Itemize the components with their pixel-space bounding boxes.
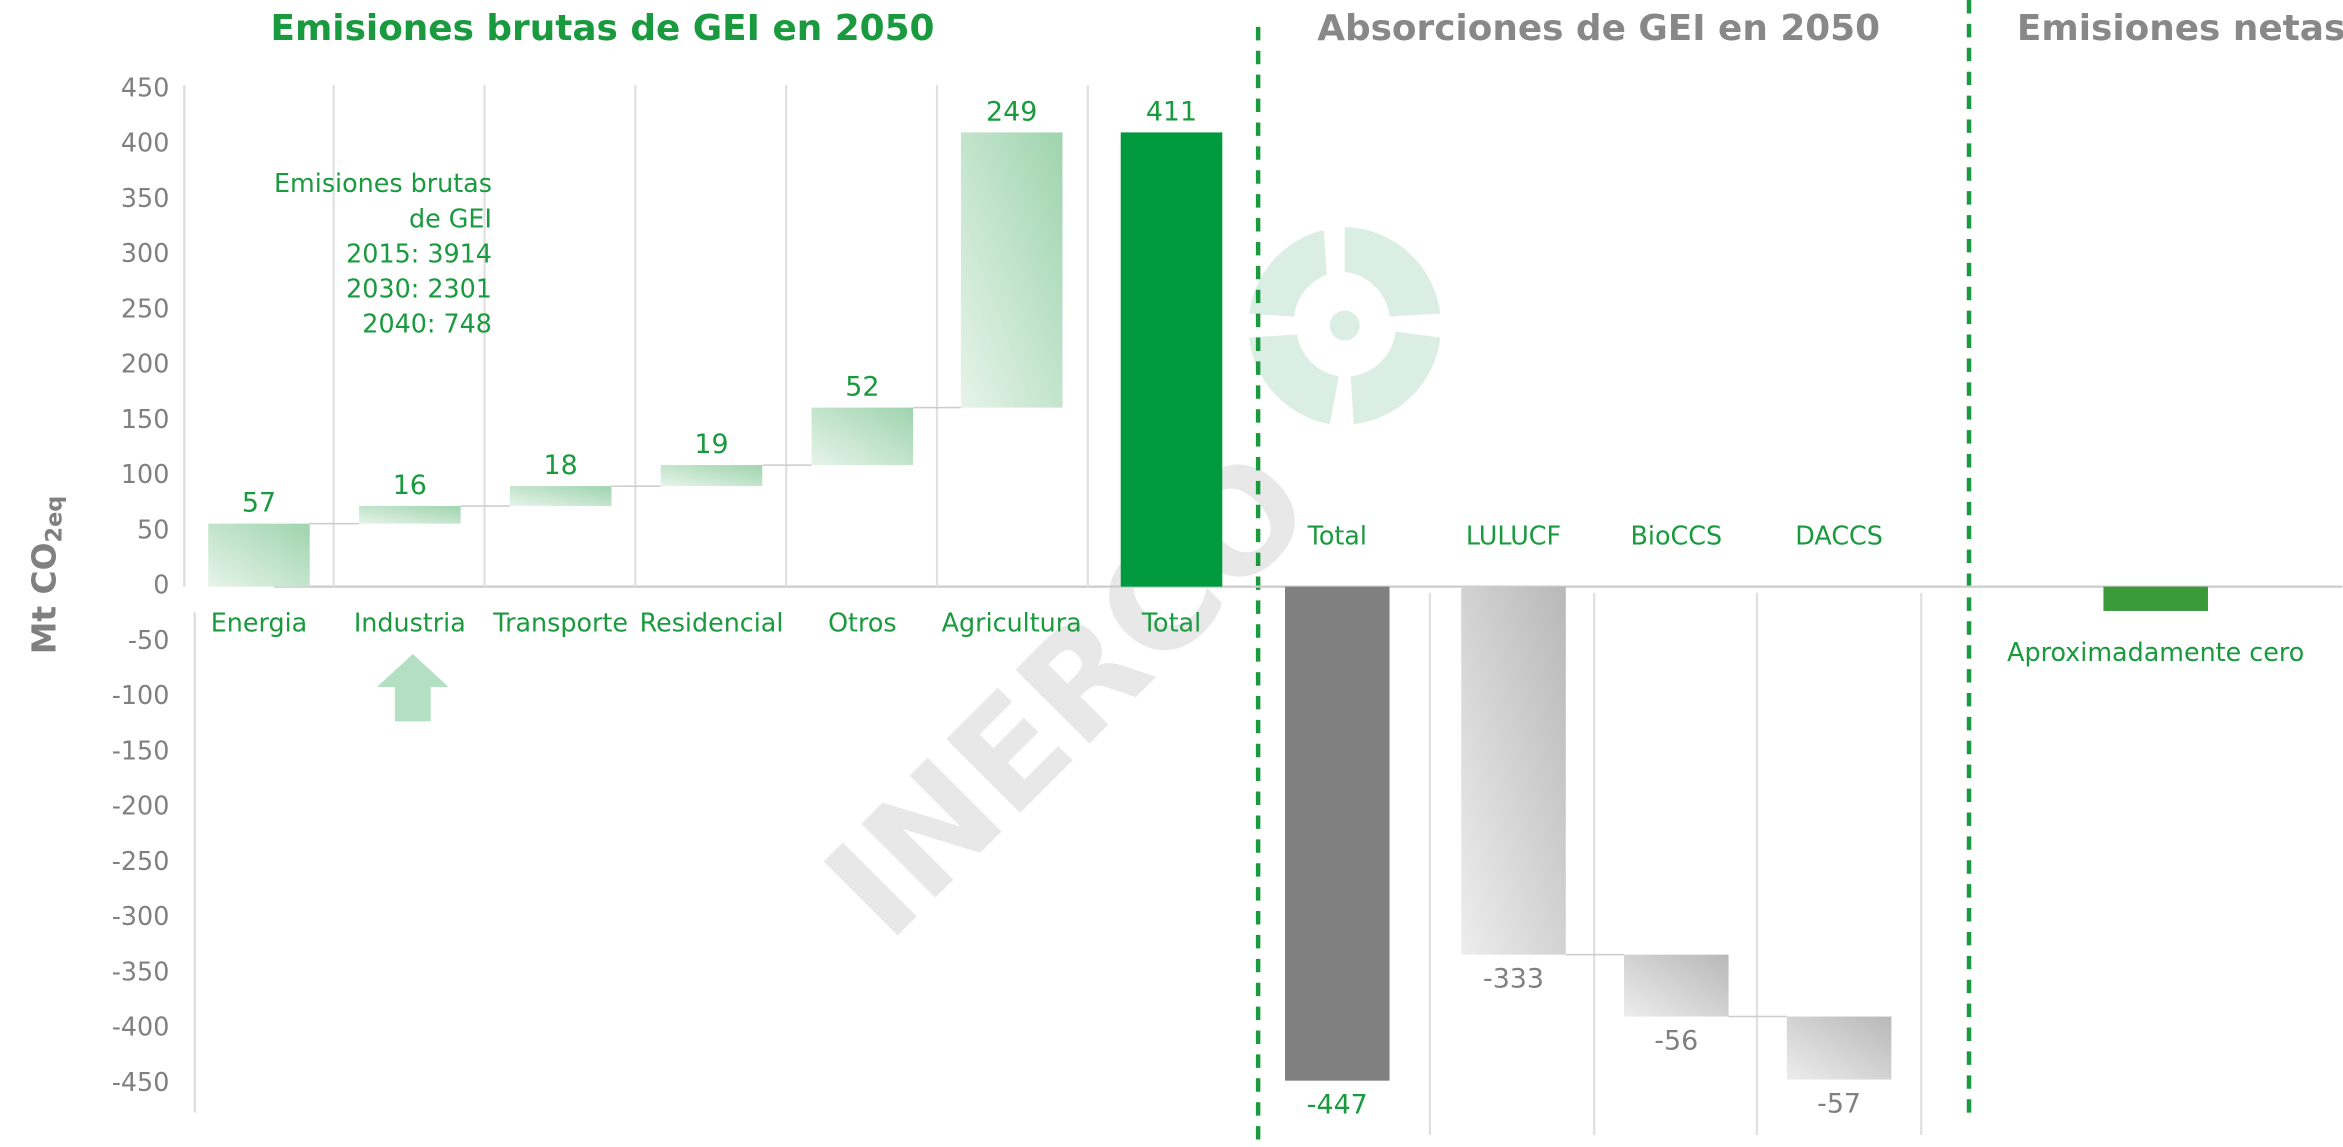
value-label: -333 <box>1483 964 1544 995</box>
annotation: 2030: 2301 <box>346 273 492 303</box>
annotation: 2040: 748 <box>362 309 492 339</box>
y-tick-label: -300 <box>112 901 170 931</box>
category-label: LULUCF <box>1466 521 1561 551</box>
logo-watermark <box>1249 227 1441 425</box>
y-tick-label: -200 <box>112 791 170 821</box>
category-label: Total <box>1141 607 1201 637</box>
bar <box>660 465 763 487</box>
category-label: Aproximadamente cero <box>2007 637 2304 667</box>
y-tick-label: -50 <box>128 625 169 655</box>
y-tick-label: 0 <box>153 570 169 600</box>
category-label: Otros <box>828 607 897 637</box>
bar <box>208 523 310 587</box>
y-tick-label: 150 <box>121 404 169 434</box>
watermark: INERCO <box>794 420 1343 969</box>
category-label: BioCCS <box>1631 521 1723 551</box>
y-tick-label: 250 <box>121 293 169 323</box>
category-label: Transporte <box>492 607 628 637</box>
y-tick-label: 50 <box>137 514 169 544</box>
section-title: Emisiones brutas de GEI en 2050 <box>271 8 935 49</box>
value-label: 16 <box>393 470 427 501</box>
y-axis-label: Mt CO2eq <box>25 496 67 655</box>
arrow-icon <box>376 654 449 722</box>
y-tick-label: 300 <box>121 238 169 268</box>
bar <box>1120 132 1223 587</box>
value-label: -57 <box>1817 1088 1861 1119</box>
annotation: de GEI <box>409 203 492 233</box>
y-tick-label: -450 <box>112 1067 170 1097</box>
bar <box>1285 586 1390 1081</box>
bar <box>960 132 1063 408</box>
y-tick-label: 350 <box>121 183 169 213</box>
category-label: Energia <box>211 607 307 637</box>
bar <box>811 407 914 466</box>
y-tick-label: -400 <box>112 1012 170 1042</box>
value-label: 52 <box>845 372 879 403</box>
section-title: Absorciones de GEI en 2050 <box>1317 8 1880 49</box>
y-tick-label: 200 <box>121 349 169 379</box>
category-label: Residencial <box>640 607 784 637</box>
bar <box>2103 586 2208 611</box>
y-tick-label: -100 <box>112 680 170 710</box>
y-tick-label: 100 <box>121 459 169 489</box>
category-label: Total <box>1307 521 1367 551</box>
section-title: Emisiones netas <box>2017 8 2343 49</box>
value-label: 411 <box>1146 96 1197 127</box>
annotation: 2015: 3914 <box>346 238 492 268</box>
bar <box>1786 1016 1892 1080</box>
bar <box>1624 954 1729 1017</box>
value-label: -447 <box>1307 1090 1368 1121</box>
category-label: Industria <box>354 607 466 637</box>
value-label: 249 <box>986 96 1037 127</box>
category-label: Agricultura <box>942 607 1082 637</box>
value-label: 57 <box>242 488 276 519</box>
annotation: Emisiones brutas <box>274 168 492 198</box>
y-tick-label: 450 <box>121 72 169 102</box>
y-tick-label: 400 <box>121 128 169 158</box>
bar <box>359 505 461 524</box>
bar <box>1461 586 1566 955</box>
value-label: -56 <box>1654 1025 1698 1056</box>
value-label: 19 <box>694 429 728 460</box>
y-axis-label-sub: 2eq <box>41 496 67 543</box>
y-tick-label: -350 <box>112 956 170 986</box>
bar <box>509 486 612 506</box>
y-tick-label: -250 <box>112 846 170 876</box>
y-tick-label: -150 <box>112 735 170 765</box>
value-label: 18 <box>544 450 578 481</box>
category-label: DACCS <box>1795 521 1883 551</box>
y-axis-label-main: Mt CO <box>25 542 63 654</box>
